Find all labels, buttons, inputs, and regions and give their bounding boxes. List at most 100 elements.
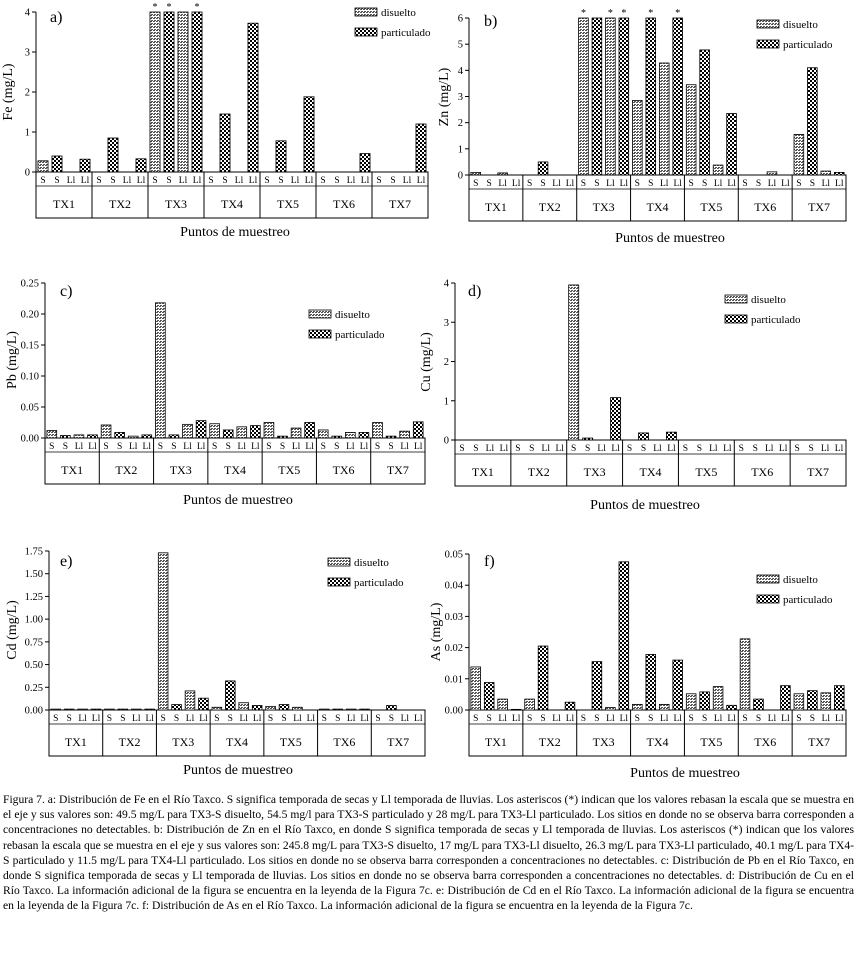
season-label: Ll — [620, 179, 629, 189]
season-label: S — [742, 179, 747, 189]
bar-TX7-S-particulado — [385, 435, 397, 439]
site-label: TX2 — [539, 735, 561, 749]
bar-TX4-S-particulado — [638, 432, 649, 441]
y-tick-label: 3 — [25, 48, 30, 59]
season-label: Ll — [597, 444, 606, 454]
bar-TX4-S-disuelto — [632, 703, 643, 711]
season-label: Ll — [552, 714, 561, 724]
season-label: S — [683, 444, 688, 454]
season-label: S — [594, 179, 599, 189]
y-tick-label: 0.05 — [445, 550, 463, 561]
y-axis-label: As (mg/L) — [429, 602, 444, 661]
legend-swatch-disuelto — [327, 557, 351, 567]
season-label: S — [473, 444, 478, 454]
season-label: Ll — [414, 442, 423, 452]
season-label: S — [756, 714, 761, 724]
site-label: TX6 — [333, 735, 355, 749]
bar-TX1-S-particulado — [483, 682, 495, 711]
bar-TX6-Ll-disuelto — [345, 708, 357, 711]
y-tick-label: 0.05 — [21, 403, 39, 414]
panel-label: c) — [60, 283, 72, 300]
site-label: TX5 — [280, 735, 302, 749]
season-label: S — [334, 176, 339, 186]
bar-TX4-S-particulado — [222, 429, 234, 439]
season-label: Ll — [403, 176, 412, 186]
site-label: TX7 — [808, 200, 830, 214]
y-tick-label: 2 — [458, 118, 463, 129]
y-axis-label: Cu (mg/L) — [419, 332, 434, 392]
season-label: S — [571, 444, 576, 454]
season-label: S — [171, 442, 176, 452]
bar-TX5-S-particulado — [699, 49, 710, 176]
legend-label-disuelto: disuelto — [354, 557, 389, 569]
bar-TX7-Ll-disuelto — [399, 430, 410, 439]
y-tick-label: 0.75 — [25, 637, 43, 648]
season-label: S — [756, 179, 761, 189]
bar-TX7-Ll-disuelto — [820, 692, 832, 711]
site-label: TX6 — [751, 465, 773, 479]
season-label: Ll — [709, 444, 718, 454]
site-label: TX1 — [485, 735, 507, 749]
bar-TX3-S-particulado — [171, 704, 182, 711]
bar-TX5-S-particulado — [275, 140, 287, 173]
bar-TX3-S-particulado — [591, 661, 603, 711]
legend-swatch-disuelto — [756, 574, 780, 584]
season-label: Ll — [768, 179, 777, 189]
bar-TX3-Ll-particulado — [610, 397, 622, 441]
bar-TX4-Ll-particulado — [251, 705, 263, 711]
season-label: Ll — [360, 714, 369, 724]
bar-TX4-S-disuelto — [209, 423, 220, 439]
season-label: S — [278, 176, 283, 186]
bar-TX3-Ll-disuelto — [177, 11, 189, 173]
season-label: Ll — [606, 179, 615, 189]
bar-TX4-S-particulado — [645, 654, 657, 711]
season-label: Ll — [92, 714, 101, 724]
season-label: S — [585, 444, 590, 454]
season-label: Ll — [129, 442, 138, 452]
legend-label-disuelto: disuelto — [783, 19, 818, 31]
season-label: Ll — [292, 442, 301, 452]
panel-label: d) — [468, 283, 481, 300]
bar-TX1-Ll-disuelto — [77, 708, 88, 711]
season-label: S — [117, 442, 122, 452]
bar-TX2-S-disuelto — [100, 424, 112, 439]
bar-TX4-S-particulado — [645, 17, 657, 176]
season-label: Ll — [835, 714, 844, 724]
season-label: S — [96, 176, 101, 186]
bar-TX2-Ll-particulado — [144, 708, 155, 711]
bar-TX3-S-disuelto — [157, 552, 169, 711]
y-tick-label: 6 — [458, 14, 463, 25]
site-label: TX1 — [485, 200, 507, 214]
season-label: Ll — [132, 714, 141, 724]
season-label: Ll — [88, 442, 97, 452]
season-label: S — [540, 179, 545, 189]
bar-TX5-S-disuelto — [263, 422, 275, 439]
bar-TX3-Ll-disuelto — [182, 423, 193, 439]
site-label: TX2 — [528, 465, 550, 479]
season-label: S — [742, 714, 747, 724]
bar-TX7-Ll-disuelto — [820, 170, 832, 176]
bar-TX2-S-particulado — [114, 432, 125, 439]
season-label: Ll — [556, 444, 565, 454]
bar-TX2-S-particulado — [537, 645, 549, 711]
season-label: Ll — [193, 176, 202, 186]
bar-TX3-Ll-particulado — [618, 561, 630, 711]
season-label: Ll — [486, 444, 495, 454]
y-tick-label: 1 — [458, 144, 463, 155]
season-label: S — [320, 176, 325, 186]
bar-TX4-S-particulado — [225, 680, 236, 711]
bar-TX2-S-particulado — [107, 137, 119, 173]
legend-swatch-disuelto — [724, 294, 748, 304]
site-label: TX2 — [119, 735, 141, 749]
y-tick-label: 0.50 — [25, 660, 43, 671]
bar-TX4-Ll-particulado — [672, 17, 683, 176]
site-label: TX4 — [640, 465, 662, 479]
season-label: S — [266, 442, 271, 452]
y-tick-label: 0.25 — [25, 683, 43, 694]
site-label: TX6 — [754, 735, 776, 749]
bar-TX6-Ll-particulado — [359, 153, 371, 173]
season-label: Ll — [835, 179, 844, 189]
season-label: Ll — [183, 442, 192, 452]
site-label: TX4 — [221, 197, 243, 211]
season-label: S — [222, 176, 227, 186]
